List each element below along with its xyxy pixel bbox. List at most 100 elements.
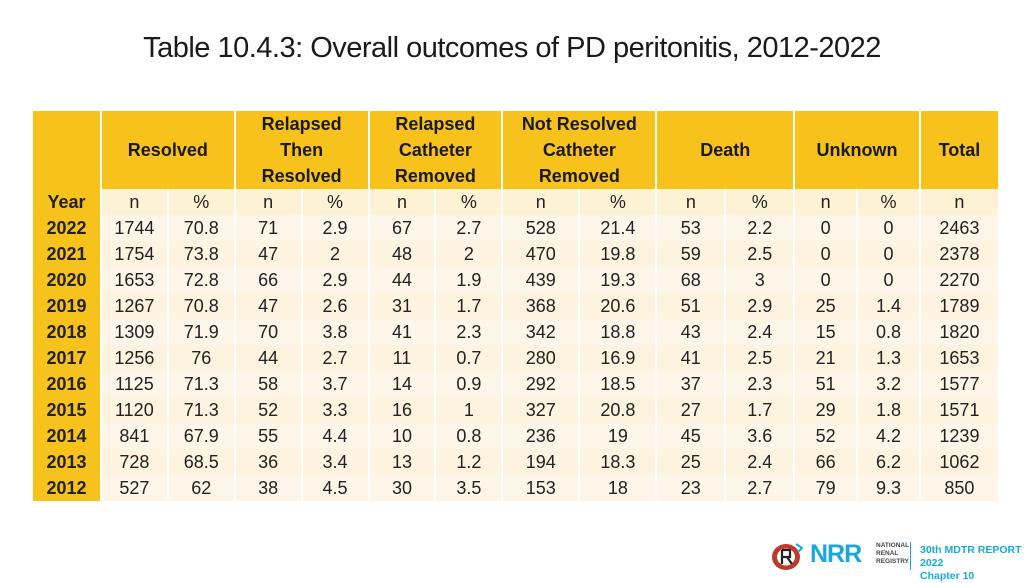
table-cell: 18.5 — [580, 371, 656, 397]
table-cell: 10 — [369, 423, 435, 449]
row-year-cell: 2021 — [33, 241, 100, 267]
row-year-cell: 2022 — [33, 215, 100, 241]
table-cell: 16.9 — [580, 345, 656, 371]
table-cell: 327 — [503, 397, 579, 423]
table-cell: 71 — [235, 215, 301, 241]
table-cell: 368 — [503, 293, 579, 319]
table-cell: 0 — [858, 215, 919, 241]
subheader-cell: % — [580, 189, 656, 215]
subheader-cell: % — [436, 189, 502, 215]
table-cell: 1.7 — [436, 293, 502, 319]
table-cell: 2.7 — [302, 345, 368, 371]
table-cell: 0 — [858, 241, 919, 267]
table-cell: 30 — [369, 475, 435, 501]
table-cell: 55 — [235, 423, 301, 449]
table-cell: 1267 — [101, 293, 167, 319]
table-row: 2021 1754 73.8 47 2 48 2 470 19.8 59 2.5 0 0 2378 — [33, 241, 998, 267]
table-cell: 79 — [795, 475, 857, 501]
table-subheader-row: Year n% n% n% n% n% n% n — [33, 189, 998, 215]
row-year-cell: 2012 — [33, 475, 100, 501]
table-cell: 44 — [369, 267, 435, 293]
table-cell: 18.8 — [580, 319, 656, 345]
table-cell: 21 — [795, 345, 857, 371]
table-cell: 67 — [369, 215, 435, 241]
row-year-cell: 2018 — [33, 319, 100, 345]
row-year-cell: 2020 — [33, 267, 100, 293]
table-cell: 0.7 — [436, 345, 502, 371]
table-cell: 2.6 — [302, 293, 368, 319]
table-row: 2022 1744 70.8 71 2.9 67 2.7 528 21.4 53 2.2 0 0 2463 — [33, 215, 998, 241]
table-cell: 1256 — [101, 345, 167, 371]
table-cell: 19.8 — [580, 241, 656, 267]
table-cell: 48 — [369, 241, 435, 267]
row-year-cell: 2017 — [33, 345, 100, 371]
table-cell: 27 — [657, 397, 725, 423]
nrr-logo-text: NRR — [810, 540, 862, 568]
logo-divider — [910, 542, 911, 570]
header-total: Total — [920, 111, 998, 189]
subheader-cell: % — [726, 189, 794, 215]
table-cell: 37 — [657, 371, 725, 397]
table-cell: 2.2 — [726, 215, 794, 241]
table-cell: 70 — [235, 319, 301, 345]
table-cell: 67.9 — [168, 423, 234, 449]
table-cell: 36 — [235, 449, 301, 475]
table-cell: 2.3 — [726, 371, 794, 397]
table-cell: 1.9 — [436, 267, 502, 293]
header-not-resolved-catheter-removed: Not Resolved Catheter Removed — [503, 111, 656, 189]
outcomes-table: Resolved Relapsed Then Resolved Relapsed… — [31, 111, 1000, 501]
table-cell: 528 — [503, 215, 579, 241]
header-relapsed-catheter-removed: Relapsed Catheter Removed — [369, 111, 502, 189]
table-cell: 72.8 — [168, 267, 234, 293]
table-cell: 3.8 — [302, 319, 368, 345]
table-cell: 1653 — [920, 345, 998, 371]
table-cell: 1125 — [101, 371, 167, 397]
subheader-cell: % — [302, 189, 368, 215]
table-cell: 51 — [795, 371, 857, 397]
table-cell: 68 — [657, 267, 725, 293]
table-cell: 1062 — [920, 449, 998, 475]
table-cell: 1309 — [101, 319, 167, 345]
table-cell: 66 — [795, 449, 857, 475]
subheader-cell: % — [168, 189, 234, 215]
subheader-cell: n — [101, 189, 167, 215]
table-header-row: Resolved Relapsed Then Resolved Relapsed… — [33, 111, 998, 189]
table-cell: 2.7 — [726, 475, 794, 501]
table-cell: 23 — [657, 475, 725, 501]
table-cell: 19 — [580, 423, 656, 449]
table-cell: 4.4 — [302, 423, 368, 449]
table-cell: 11 — [369, 345, 435, 371]
table-cell: 59 — [657, 241, 725, 267]
table-cell: 1577 — [920, 371, 998, 397]
table-cell: 439 — [503, 267, 579, 293]
table-cell: 38 — [235, 475, 301, 501]
row-year-cell: 2015 — [33, 397, 100, 423]
table-cell: 527 — [101, 475, 167, 501]
subheader-cell: n — [920, 189, 998, 215]
table-cell: 1.3 — [858, 345, 919, 371]
table-cell: 292 — [503, 371, 579, 397]
table-cell: 3.2 — [858, 371, 919, 397]
table-cell: 45 — [657, 423, 725, 449]
table-cell: 0.8 — [858, 319, 919, 345]
header-relapsed-then-resolved: Relapsed Then Resolved — [235, 111, 368, 189]
table-cell: 3.6 — [726, 423, 794, 449]
table-cell: 71.9 — [168, 319, 234, 345]
table-cell: 1754 — [101, 241, 167, 267]
table-cell: 1820 — [920, 319, 998, 345]
table-cell: 73.8 — [168, 241, 234, 267]
report-label: 30th MDTR REPORT 2022 Chapter 10 — [920, 544, 1024, 583]
table-cell: 3 — [726, 267, 794, 293]
table-cell: 280 — [503, 345, 579, 371]
table-row: 2014 841 67.9 55 4.4 10 0.8 236 19 45 3.6 52 4.2 1239 — [33, 423, 998, 449]
table-cell: 2 — [436, 241, 502, 267]
table-row: 2018 1309 71.9 70 3.8 41 2.3 342 18.8 43 2.4 15 0.8 1… — [33, 319, 998, 345]
page-title: Table 10.4.3: Overall outcomes of PD per… — [143, 32, 881, 64]
table-cell: 0.9 — [436, 371, 502, 397]
table-cell: 25 — [657, 449, 725, 475]
table-cell: 6.2 — [858, 449, 919, 475]
table-cell: 2463 — [920, 215, 998, 241]
row-year-cell: 2016 — [33, 371, 100, 397]
table-cell: 15 — [795, 319, 857, 345]
subheader-cell: n — [235, 189, 301, 215]
